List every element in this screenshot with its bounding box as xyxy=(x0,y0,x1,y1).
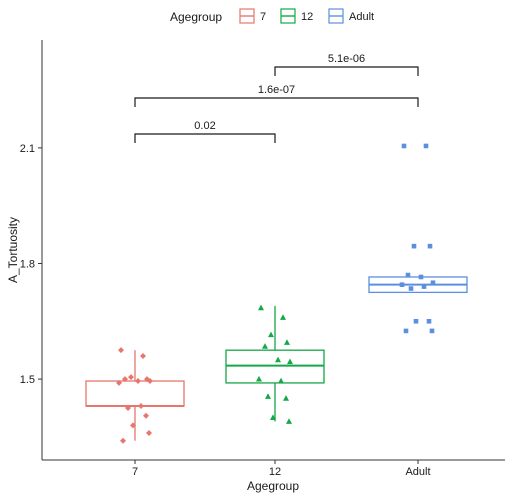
point-7 xyxy=(120,437,126,444)
point-Adult xyxy=(426,318,432,324)
boxes xyxy=(85,276,468,441)
point-7 xyxy=(116,379,122,386)
legend-label: 7 xyxy=(260,11,266,23)
p-value-label: 0.02 xyxy=(194,120,215,132)
bracket-7-12: 0.02 xyxy=(134,120,276,143)
point-Adult xyxy=(401,143,407,149)
point-7 xyxy=(147,378,153,385)
x-axis-label: Agegroup xyxy=(247,479,299,493)
point-Adult xyxy=(423,143,429,149)
point-Adult xyxy=(399,282,405,287)
point-12 xyxy=(268,331,274,338)
point-Adult xyxy=(429,328,435,334)
bracket-line xyxy=(134,133,276,143)
point-12 xyxy=(280,314,286,320)
box-iqr xyxy=(85,380,185,407)
p-value-label: 5.1e-06 xyxy=(328,53,365,65)
point-Adult xyxy=(405,272,411,278)
point-12 xyxy=(270,414,276,421)
point-7 xyxy=(128,374,134,381)
point-Adult xyxy=(403,328,409,334)
y-tick-label: 1.8 xyxy=(20,258,35,270)
point-7 xyxy=(138,403,144,410)
y-ticks: 1.5 1.8 2.1 xyxy=(20,143,42,386)
point-12 xyxy=(278,377,284,384)
point-12 xyxy=(262,343,268,349)
point-Adult xyxy=(430,280,436,286)
legend-label: 12 xyxy=(301,11,313,23)
point-12 xyxy=(287,358,293,365)
point-12 xyxy=(258,304,264,311)
point-7 xyxy=(140,352,146,359)
x-tick-label: Adult xyxy=(405,466,430,478)
point-12 xyxy=(286,418,292,424)
point-Adult xyxy=(411,243,417,249)
legend-label: Adult xyxy=(349,11,374,23)
legend-entry-12: 12 xyxy=(280,8,313,24)
point-7 xyxy=(146,430,152,437)
box-7 xyxy=(85,350,185,441)
point-12 xyxy=(265,393,271,399)
y-axis-label: A_Tortuosity xyxy=(6,217,20,283)
x-tick-label: 7 xyxy=(132,466,138,478)
box-12 xyxy=(225,305,325,422)
point-7 xyxy=(143,412,149,419)
data-points xyxy=(116,143,436,444)
p-value-label: 1.6e-07 xyxy=(258,84,295,96)
point-12 xyxy=(275,356,281,363)
legend-entry-Adult: Adult xyxy=(328,8,374,24)
point-12 xyxy=(284,339,290,345)
point-12 xyxy=(283,395,289,401)
point-12 xyxy=(256,375,262,382)
point-7 xyxy=(118,347,124,354)
significance-brackets: 0.02 1.6e-07 5.1e-06 xyxy=(134,53,419,143)
point-Adult xyxy=(421,284,427,289)
bracket-7-Adult: 1.6e-07 xyxy=(134,84,419,107)
x-tick-label: 12 xyxy=(269,466,281,478)
legend: Agegroup 7 12 Adult xyxy=(170,8,374,24)
bracket-line xyxy=(274,66,419,76)
bracket-line xyxy=(134,97,419,107)
point-Adult xyxy=(427,243,433,249)
box-Adult xyxy=(368,276,468,294)
point-7 xyxy=(122,376,128,383)
y-tick-label: 1.5 xyxy=(20,374,35,386)
x-ticks: 7 12 Adult xyxy=(132,460,431,478)
point-7 xyxy=(135,378,141,385)
point-7 xyxy=(130,422,136,429)
legend-title: Agegroup xyxy=(170,10,222,24)
point-7 xyxy=(125,404,131,411)
point-Adult xyxy=(418,274,424,280)
bracket-12-Adult: 5.1e-06 xyxy=(274,53,419,76)
point-Adult xyxy=(408,286,414,291)
point-Adult xyxy=(413,318,419,324)
legend-entry-7: 7 xyxy=(239,8,266,24)
axes xyxy=(41,40,505,461)
y-tick-label: 2.1 xyxy=(20,143,35,155)
